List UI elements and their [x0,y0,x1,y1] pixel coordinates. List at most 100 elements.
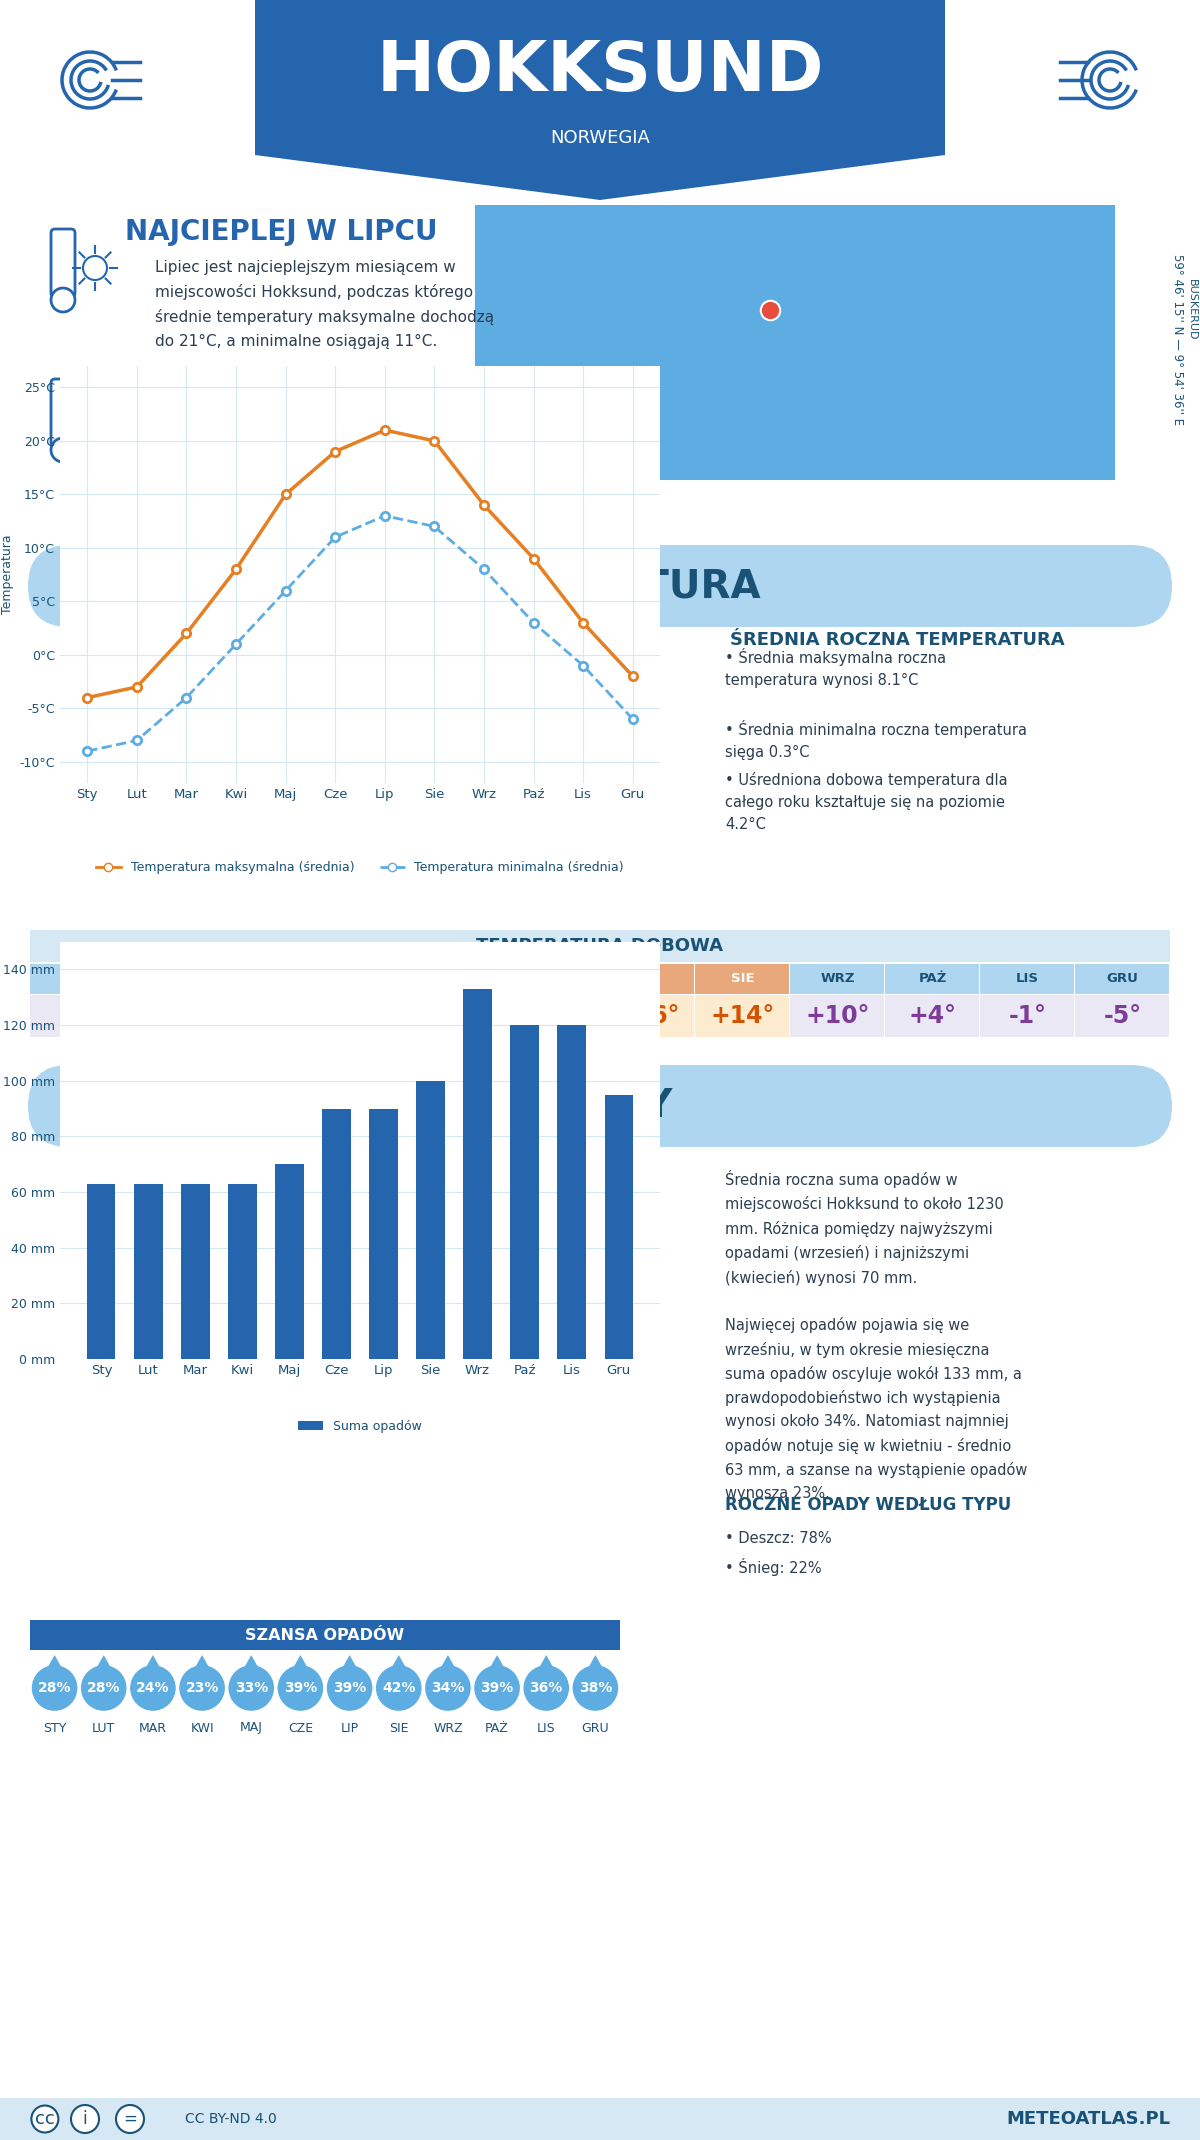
Bar [220,995,314,1038]
Circle shape [31,1665,77,1710]
Circle shape [326,1665,372,1710]
Bar [30,1620,620,1650]
Bar [475,205,1115,479]
Bar [0,0,1200,195]
Text: -6°: -6° [154,1004,192,1027]
Circle shape [83,257,107,280]
Text: Średnia roczna suma opadów w
miejscowości Hokksund to około 1230
mm. Różnica pom: Średnia roczna suma opadów w miejscowośc… [725,1171,1027,1500]
Circle shape [80,1665,126,1710]
Bar [220,963,314,993]
Legend: Suma opadów: Suma opadów [293,1415,427,1438]
FancyBboxPatch shape [28,1066,1172,1147]
Text: ŚREDNIA ROCZNA TEMPERATURA: ŚREDNIA ROCZNA TEMPERATURA [730,631,1064,648]
Polygon shape [234,1654,268,1684]
Text: LIS: LIS [536,1721,556,1736]
Bar [1075,963,1169,993]
FancyBboxPatch shape [50,379,74,447]
Bar [463,989,492,1359]
Text: 39%: 39% [283,1682,317,1695]
Text: +3°: +3° [338,1004,386,1027]
Bar [1075,995,1169,1038]
Polygon shape [529,1654,563,1684]
Text: -5°: -5° [1104,1004,1141,1027]
Text: MAJ: MAJ [443,972,472,987]
Text: LUT: LUT [92,1721,115,1736]
Bar [416,1081,445,1359]
Bar [510,1025,539,1359]
Text: LUT: LUT [158,972,186,987]
Text: MAR: MAR [139,1721,167,1736]
Polygon shape [256,0,946,199]
Bar [134,1183,162,1359]
Bar [0,195,1200,524]
Text: WRZ: WRZ [433,1721,463,1736]
Text: PAŻ: PAŻ [485,1721,509,1736]
Circle shape [474,1665,520,1710]
Polygon shape [283,1654,317,1684]
Bar [558,1025,586,1359]
Bar [505,963,599,993]
Polygon shape [431,1654,464,1684]
Text: LIP: LIP [636,972,659,987]
Polygon shape [480,1654,514,1684]
Text: i: i [83,2110,88,2127]
Text: MAR: MAR [251,972,284,987]
Text: BUSKERUD: BUSKERUD [1187,278,1198,340]
Text: • Średnia maksymalna roczna
temperatura wynosi 8.1°C: • Średnia maksymalna roczna temperatura … [725,648,946,687]
Text: Lipiec jest najcieplejszym miesiącem w
miejscowości Hokksund, podczas którego
śr: Lipiec jest najcieplejszym miesiącem w m… [155,259,494,349]
Bar [410,995,504,1038]
Polygon shape [86,1654,120,1684]
Text: CZE: CZE [288,1721,313,1736]
Text: 28%: 28% [86,1682,120,1695]
Circle shape [130,1665,175,1710]
Circle shape [73,1085,118,1128]
Bar [125,963,220,993]
Text: -7°: -7° [59,1004,96,1027]
Text: NORWEGIA: NORWEGIA [550,128,650,148]
Text: =: = [124,2110,137,2127]
Text: cc: cc [35,2110,55,2127]
Polygon shape [382,1654,415,1684]
Text: ROCZNE OPADY WEDŁUG TYPU: ROCZNE OPADY WEDŁUG TYPU [725,1496,1012,1513]
Bar [410,963,504,993]
Bar [275,1164,304,1359]
Text: SIE: SIE [731,972,755,987]
Text: +14°: +14° [710,1004,775,1027]
Bar [695,963,790,993]
Text: -2°: -2° [248,1004,287,1027]
Text: METEOATLAS.PL: METEOATLAS.PL [1006,2110,1170,2127]
Polygon shape [332,1654,366,1684]
Bar [980,995,1074,1038]
Bar [125,995,220,1038]
Text: SIE: SIE [389,1721,408,1736]
Bar [30,963,124,993]
Circle shape [228,1665,274,1710]
Text: 39%: 39% [332,1682,366,1695]
Text: +13°: +13° [521,1004,584,1027]
Polygon shape [185,1654,218,1684]
Text: +4°: +4° [908,1004,956,1027]
Text: KWI: KWI [191,1721,214,1736]
Text: 28%: 28% [38,1682,71,1695]
Text: 33%: 33% [235,1682,268,1695]
Circle shape [179,1665,224,1710]
Circle shape [73,565,118,608]
Text: *: * [85,404,101,434]
Text: NAJZIMNIEJ W STYCZNIU: NAJZIMNIEJ W STYCZNIU [125,370,505,398]
Text: 59° 46' 15'' N — 9° 54' 36'' E: 59° 46' 15'' N — 9° 54' 36'' E [1171,255,1184,426]
Bar [600,963,694,993]
FancyBboxPatch shape [50,229,74,297]
Text: • Śnieg: 22%: • Śnieg: 22% [725,1558,822,1575]
Text: +9°: +9° [433,1004,481,1027]
Bar [370,1109,397,1359]
Bar [980,963,1074,993]
Text: • Średnia minimalna roczna temperatura
sięga 0.3°C: • Średnia minimalna roczna temperatura s… [725,719,1027,760]
Text: Natomiast najzimniejszym miesiącem w roku
jest styczeń, z maksymalnymi temperatu: Natomiast najzimniejszym miesiącem w rok… [155,413,506,499]
Legend: Temperatura maksymalna (średnia), Temperatura minimalna (średnia): Temperatura maksymalna (średnia), Temper… [91,856,629,880]
Circle shape [425,1665,470,1710]
Bar [886,995,979,1038]
Circle shape [277,1665,323,1710]
Text: 24%: 24% [136,1682,169,1695]
Bar [605,1094,632,1359]
Bar [181,1183,210,1359]
